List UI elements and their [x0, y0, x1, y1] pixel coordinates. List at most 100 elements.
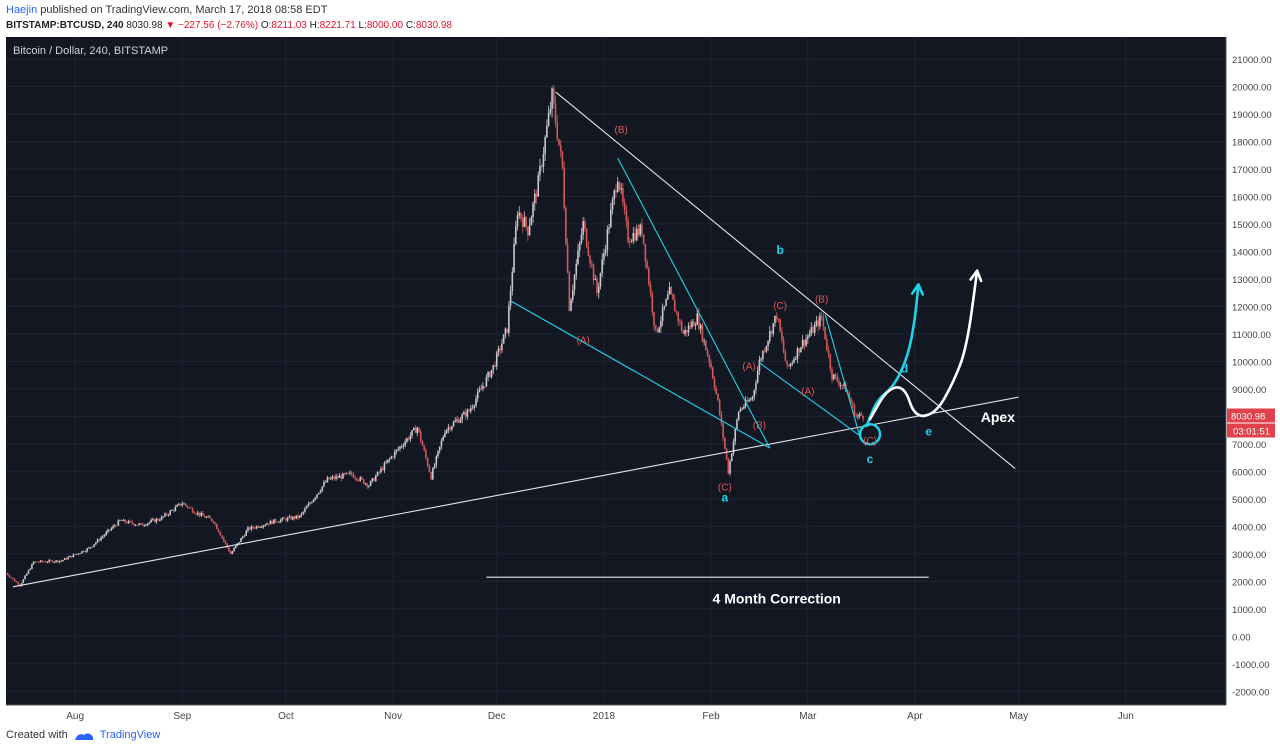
candle-body: [84, 551, 87, 553]
tradingview-logo-icon: [74, 732, 93, 740]
candle-body: [570, 299, 572, 311]
candle-body: [694, 324, 697, 326]
candle-body: [328, 477, 330, 480]
candle-body: [627, 220, 629, 243]
candle-body: [826, 339, 828, 350]
candle-body: [777, 318, 780, 320]
candle-body: [425, 450, 427, 459]
candle-body: [677, 312, 680, 321]
candle-body: [862, 415, 864, 419]
candle-body: [126, 522, 128, 524]
candle-body: [176, 505, 178, 507]
candle-body: [618, 181, 621, 190]
candle-body: [445, 429, 448, 433]
candle-body: [843, 383, 845, 386]
candle-body: [107, 529, 109, 532]
candle-body: [217, 528, 220, 533]
candle-body: [210, 518, 213, 522]
candle-body: [768, 331, 771, 341]
candle-body: [717, 393, 719, 401]
candle-body: [684, 330, 686, 335]
y-tick-label: 0.00: [1232, 632, 1251, 643]
candle-body: [428, 466, 431, 473]
open-label: O:: [260, 20, 272, 31]
candle-body: [376, 471, 379, 477]
candle-body: [489, 372, 491, 378]
tradingview-brand[interactable]: TradingView: [99, 729, 161, 741]
candle-body: [473, 405, 476, 408]
candle-body: [117, 520, 120, 526]
candle-body: [452, 422, 455, 427]
candle-body: [110, 528, 113, 531]
candle-body: [395, 449, 398, 452]
candle-body: [680, 321, 683, 331]
candle-body: [423, 445, 425, 451]
candle-body: [691, 321, 693, 328]
candle-body: [533, 193, 536, 204]
candle-body: [241, 536, 244, 539]
candle-body: [302, 511, 305, 514]
candle-body: [231, 551, 234, 554]
candle-body: [596, 278, 598, 293]
candle-body: [350, 472, 353, 475]
candle-body: [592, 264, 595, 281]
candle-body: [88, 547, 90, 549]
candle-body: [827, 349, 830, 355]
candle-body: [29, 568, 31, 571]
y-tick-label: 21000.00: [1232, 55, 1272, 66]
chart-area[interactable]: 21000.00 20000.00 19000.00 18000.00 17000.00…: [0, 37, 1280, 723]
candle-body: [222, 537, 225, 541]
candle-body: [514, 226, 517, 244]
candle-body: [623, 202, 626, 211]
chart-svg[interactable]: 21000.00 20000.00 19000.00 18000.00 17000.00…: [0, 37, 1280, 723]
candle-body: [314, 497, 317, 500]
cyan-wave-label: b: [776, 243, 783, 257]
candle-body: [834, 374, 837, 377]
candle-body: [457, 419, 460, 423]
author-link[interactable]: Haejin: [6, 4, 38, 16]
candle-body: [307, 503, 310, 507]
candle-body: [755, 382, 757, 391]
candle-body: [190, 507, 192, 509]
candle-body: [418, 427, 420, 432]
candle-body: [672, 293, 674, 300]
candle-body: [323, 482, 325, 487]
candle-body: [850, 398, 852, 403]
candle-body: [461, 414, 464, 420]
candle-body: [188, 507, 190, 509]
candle-body: [264, 524, 267, 526]
candle-body: [696, 313, 699, 325]
candles-group: [5, 84, 864, 587]
candle-body: [808, 334, 811, 337]
candle-body: [38, 562, 40, 563]
y-tick-label: 13000.00: [1232, 275, 1272, 286]
candle-body: [568, 271, 571, 311]
candle-body: [330, 478, 332, 480]
candle-body: [5, 573, 7, 574]
candle-body: [8, 575, 11, 578]
x-tick-label: Feb: [702, 711, 720, 722]
close-label: C:: [405, 20, 416, 31]
candle-body: [226, 543, 228, 548]
y-tick-label: 4000.00: [1232, 522, 1266, 533]
candle-body: [438, 446, 441, 451]
candle-body: [561, 151, 564, 168]
candle-body: [191, 508, 194, 513]
candle-body: [238, 542, 241, 544]
candle-body: [463, 412, 465, 415]
candle-body: [786, 360, 788, 366]
candle-body: [115, 525, 118, 527]
candle-body: [184, 503, 187, 506]
candle-body: [67, 557, 70, 560]
candle-body: [442, 436, 444, 441]
y-tick-label: 19000.00: [1232, 110, 1272, 121]
candle-body: [800, 347, 802, 353]
candle-body: [444, 432, 446, 437]
candle-body: [791, 362, 794, 364]
candle-body: [72, 554, 75, 558]
candle-body: [544, 137, 546, 155]
candle-body: [748, 399, 750, 402]
countdown-tag-text: 03:01:51: [1233, 427, 1270, 438]
cyan-wave-label: d: [901, 361, 908, 375]
candle-body: [770, 331, 773, 334]
